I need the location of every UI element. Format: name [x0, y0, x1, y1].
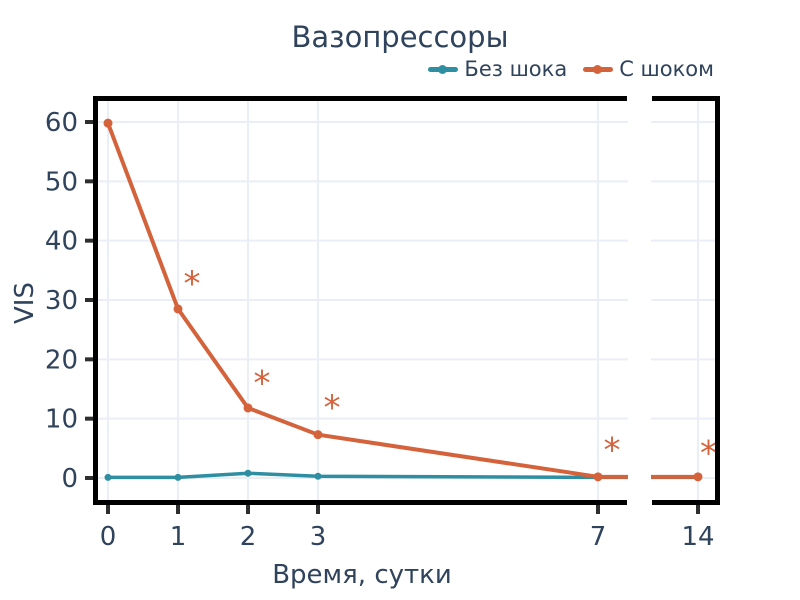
x-tick-label: 0 [100, 522, 117, 552]
data-point [243, 403, 253, 413]
legend-line-dot-icon [428, 64, 459, 74]
panel-1: * * * * [98, 98, 628, 503]
significance-asterisk: * [324, 388, 341, 428]
x-tick-label: 2 [240, 522, 257, 552]
y-tick-label: 40 [45, 227, 78, 257]
data-point [104, 473, 112, 481]
y-tick-label: 10 [45, 405, 78, 435]
x-tick-label: 14 [681, 522, 714, 552]
y-tick-label: 50 [45, 167, 78, 197]
legend-item-shock: С шоком [583, 57, 714, 81]
data-point [103, 118, 113, 128]
significance-asterisk: * [254, 363, 271, 403]
panel-border [93, 96, 627, 505]
y-tick-label: 20 [45, 345, 78, 375]
panel-border [652, 96, 720, 505]
x-tick-label: 1 [170, 522, 187, 552]
series-line-0 [106, 471, 628, 480]
legend: Без шока С шоком [428, 57, 714, 81]
data-point [693, 472, 703, 482]
y-tick-label: 30 [45, 286, 78, 316]
data-point [244, 469, 252, 477]
data-point [313, 430, 323, 440]
data-point [314, 472, 322, 480]
data-point [174, 473, 182, 481]
data-point [173, 304, 183, 314]
x-tick-label: 3 [310, 522, 327, 552]
y-tick-label: 60 [45, 108, 78, 138]
chart-title: Вазопрессоры [291, 20, 509, 54]
data-point [593, 472, 603, 482]
legend-label: Без шока [464, 57, 568, 81]
significance-asterisk: * [184, 264, 201, 304]
significance-asterisk: * [700, 433, 717, 473]
legend-line-dot-icon [583, 64, 614, 74]
significance-asterisk: * [604, 430, 621, 470]
x-tick-label: 7 [590, 522, 607, 552]
legend-item-no-shock: Без шока [428, 57, 567, 81]
y-tick-label: 0 [61, 464, 78, 494]
panel-2: * [651, 98, 717, 503]
x-axis-title: Время, сутки [272, 560, 452, 590]
series-line-1 [106, 121, 628, 479]
legend-label: С шоком [619, 57, 714, 81]
